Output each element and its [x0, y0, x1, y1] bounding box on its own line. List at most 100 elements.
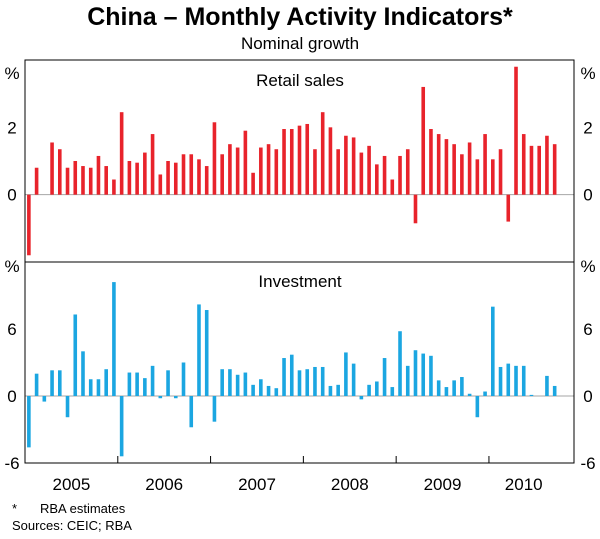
investment-bar — [228, 369, 232, 396]
retail-sales-bar — [197, 159, 201, 195]
investment-bar — [204, 310, 209, 396]
investment-panel-border — [24, 261, 575, 464]
retail-sales-bar — [119, 112, 124, 195]
retail-sales-bar — [483, 134, 487, 195]
retail-sales-bar — [274, 149, 279, 195]
retail-sales-bar — [282, 129, 286, 195]
retail-sales-bar — [506, 194, 511, 222]
retail-sales-bar — [537, 145, 541, 195]
x-tick-label: 2009 — [424, 475, 462, 494]
investment-bar — [243, 372, 248, 396]
investment-bar — [27, 396, 31, 448]
investment-bar — [81, 351, 85, 396]
retail-sales-bar — [73, 161, 78, 195]
retail-sales-bar — [266, 144, 271, 195]
investment-bar — [73, 314, 78, 396]
retail-sales-bar — [220, 154, 224, 195]
investment-bar — [58, 370, 62, 396]
investment-bar — [328, 385, 333, 396]
retail-sales-bar — [413, 194, 418, 224]
investment-bar — [212, 396, 217, 422]
retail-sales-bar — [436, 134, 441, 195]
retail-sales-bar — [467, 142, 472, 195]
retail-sales-bar — [421, 86, 426, 195]
investment-bar — [336, 384, 340, 396]
bottom-right-unit-label: % — [580, 257, 595, 276]
retail-sales-bar — [344, 135, 348, 195]
retail-sales-bar — [135, 162, 139, 195]
retail-sales-ytick-right: 2 — [583, 118, 592, 137]
retail-sales-bar — [50, 142, 54, 195]
retail-sales-bar — [65, 167, 70, 195]
investment-bar — [545, 375, 549, 396]
retail-sales-bar — [150, 134, 155, 195]
investment-bar — [444, 387, 449, 396]
investment-bar — [96, 379, 101, 396]
x-tick-label: 2007 — [238, 475, 276, 494]
axes-layer: 0 0 2 2 -6 -6 0 0 6 6 2005 2006 2007 2008 2009 2010 — [4, 59, 596, 494]
investment-bar — [405, 365, 410, 396]
retail-sales-bar — [545, 135, 549, 195]
investment-bar — [529, 394, 534, 396]
retail-sales-bar — [498, 149, 503, 195]
retail-sales-bar — [398, 155, 402, 195]
retail-sales-bar — [375, 164, 379, 195]
retail-sales-bar — [313, 149, 317, 195]
retail-sales-bar — [158, 174, 163, 195]
retail-sales-bar — [181, 154, 186, 195]
investment-ytick-right: 0 — [583, 387, 592, 406]
investment-bar — [282, 358, 286, 396]
retail-sales-bar — [243, 130, 248, 195]
investment-bar — [390, 387, 395, 396]
investment-bar — [166, 370, 170, 396]
retail-sales-bar — [305, 123, 310, 195]
x-tick-label: 2006 — [145, 475, 183, 494]
investment-ytick-right: 6 — [583, 320, 592, 339]
investment-bar — [382, 358, 387, 396]
retail-sales-bar — [521, 134, 526, 195]
retail-sales-bar — [289, 129, 294, 195]
investment-bar — [359, 396, 364, 400]
investment-bar — [305, 369, 310, 396]
retail-sales-bar — [104, 166, 108, 195]
investment-bar — [135, 372, 139, 396]
x-tick-label: 2010 — [505, 475, 543, 494]
investment-bar — [344, 352, 348, 396]
investment-bar — [498, 366, 503, 396]
investment-bar — [181, 362, 186, 396]
retail-sales-bar — [88, 167, 93, 195]
investment-bar — [521, 365, 526, 396]
retail-sales-bar — [166, 161, 170, 195]
investment-series — [27, 282, 557, 457]
investment-bar — [235, 374, 240, 396]
retail-sales-ytick-left: 0 — [7, 186, 16, 205]
investment-bar — [436, 380, 441, 396]
investment-bar — [398, 331, 402, 396]
top-left-unit-label: % — [4, 64, 19, 83]
retail-sales-bar — [212, 122, 217, 195]
retail-sales-bar — [351, 137, 356, 195]
investment-bar — [266, 385, 271, 396]
retail-sales-bar — [552, 144, 557, 195]
investment-bar — [42, 396, 47, 402]
retail-sales-ytick-left: 2 — [7, 118, 16, 137]
investment-bar — [65, 396, 70, 418]
investment-bar — [220, 369, 224, 396]
retail-sales-bar — [81, 166, 85, 195]
top-right-unit-label: % — [580, 64, 595, 83]
retail-sales-bar — [27, 194, 31, 256]
retail-sales-ytick-right: 0 — [583, 186, 592, 205]
investment-bar — [367, 384, 371, 396]
investment-ytick-left: -6 — [4, 454, 19, 473]
investment-bar — [297, 370, 302, 396]
x-tick-label: 2005 — [52, 475, 90, 494]
retail-sales-panel-title: Retail sales — [256, 71, 344, 90]
investment-bar — [50, 370, 54, 396]
chart-title: China – Monthly Activity Indicators* — [87, 3, 513, 31]
retail-sales-bar — [367, 145, 371, 195]
retail-sales-bar — [143, 152, 147, 195]
investment-bar — [274, 388, 279, 396]
retail-sales-bar — [452, 144, 456, 195]
investment-bar — [251, 384, 255, 396]
investment-bar — [173, 396, 178, 399]
